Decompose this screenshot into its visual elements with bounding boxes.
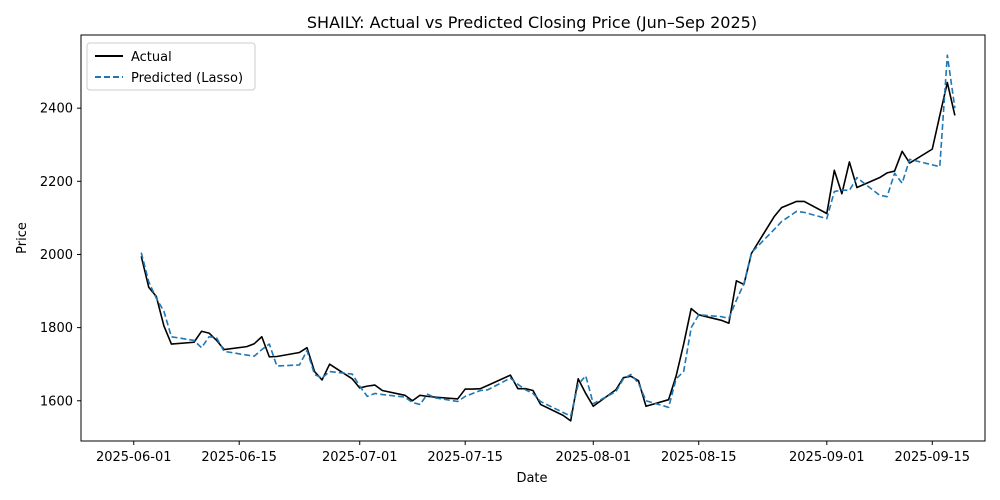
x-axis: 2025-06-01 2025-06-15 2025-07-01 2025-07-15… bbox=[96, 441, 970, 465]
series-line-actual bbox=[140, 81, 956, 422]
x-tick-label: 2025-08-15 bbox=[661, 450, 737, 465]
y-tick-label: 1800 bbox=[40, 321, 73, 336]
x-tick-label: 2025-08-01 bbox=[555, 450, 631, 465]
x-tick-label: 2025-06-01 bbox=[96, 450, 172, 465]
x-tick-label: 2025-07-15 bbox=[427, 450, 503, 465]
y-axis: 1600 1800 2000 2200 2400 bbox=[40, 102, 81, 409]
chart-title: SHAILY: Actual vs Predicted Closing Pric… bbox=[307, 13, 757, 32]
series-line-predicted bbox=[140, 54, 956, 417]
x-tick-label: 2025-07-01 bbox=[322, 450, 398, 465]
legend-box bbox=[86, 42, 256, 91]
x-tick-label: 2025-09-01 bbox=[789, 450, 865, 465]
legend-label-predicted: Predicted (Lasso) bbox=[131, 71, 243, 86]
y-tick-label: 2000 bbox=[40, 248, 73, 263]
x-tick-label: 2025-06-15 bbox=[201, 450, 277, 465]
x-tick-label: 2025-09-15 bbox=[894, 450, 970, 465]
legend-label-actual: Actual bbox=[131, 50, 172, 65]
plot-frame bbox=[80, 34, 986, 442]
legend: Actual Predicted (Lasso) bbox=[86, 42, 256, 91]
y-tick-label: 2200 bbox=[40, 175, 73, 190]
y-axis-title: Price bbox=[15, 222, 30, 254]
series-lines bbox=[140, 54, 956, 422]
y-tick-label: 2400 bbox=[40, 102, 73, 117]
x-axis-title: Date bbox=[516, 471, 547, 486]
y-tick-label: 1600 bbox=[40, 394, 73, 409]
